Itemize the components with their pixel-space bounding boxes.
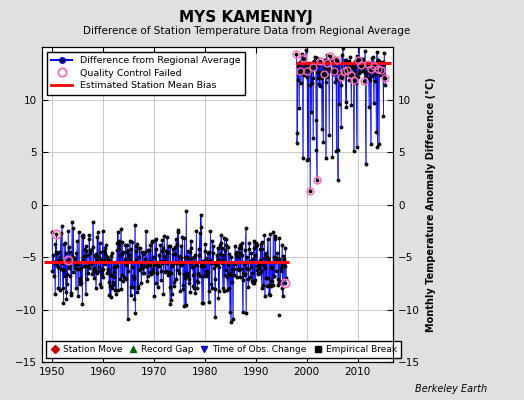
Text: MYS KAMENNYJ: MYS KAMENNYJ [179, 10, 313, 25]
Text: Berkeley Earth: Berkeley Earth [415, 384, 487, 394]
Y-axis label: Monthly Temperature Anomaly Difference (°C): Monthly Temperature Anomaly Difference (… [425, 77, 435, 332]
Legend: Station Move, Record Gap, Time of Obs. Change, Empirical Break: Station Move, Record Gap, Time of Obs. C… [47, 342, 401, 358]
Text: Difference of Station Temperature Data from Regional Average: Difference of Station Temperature Data f… [83, 26, 410, 36]
